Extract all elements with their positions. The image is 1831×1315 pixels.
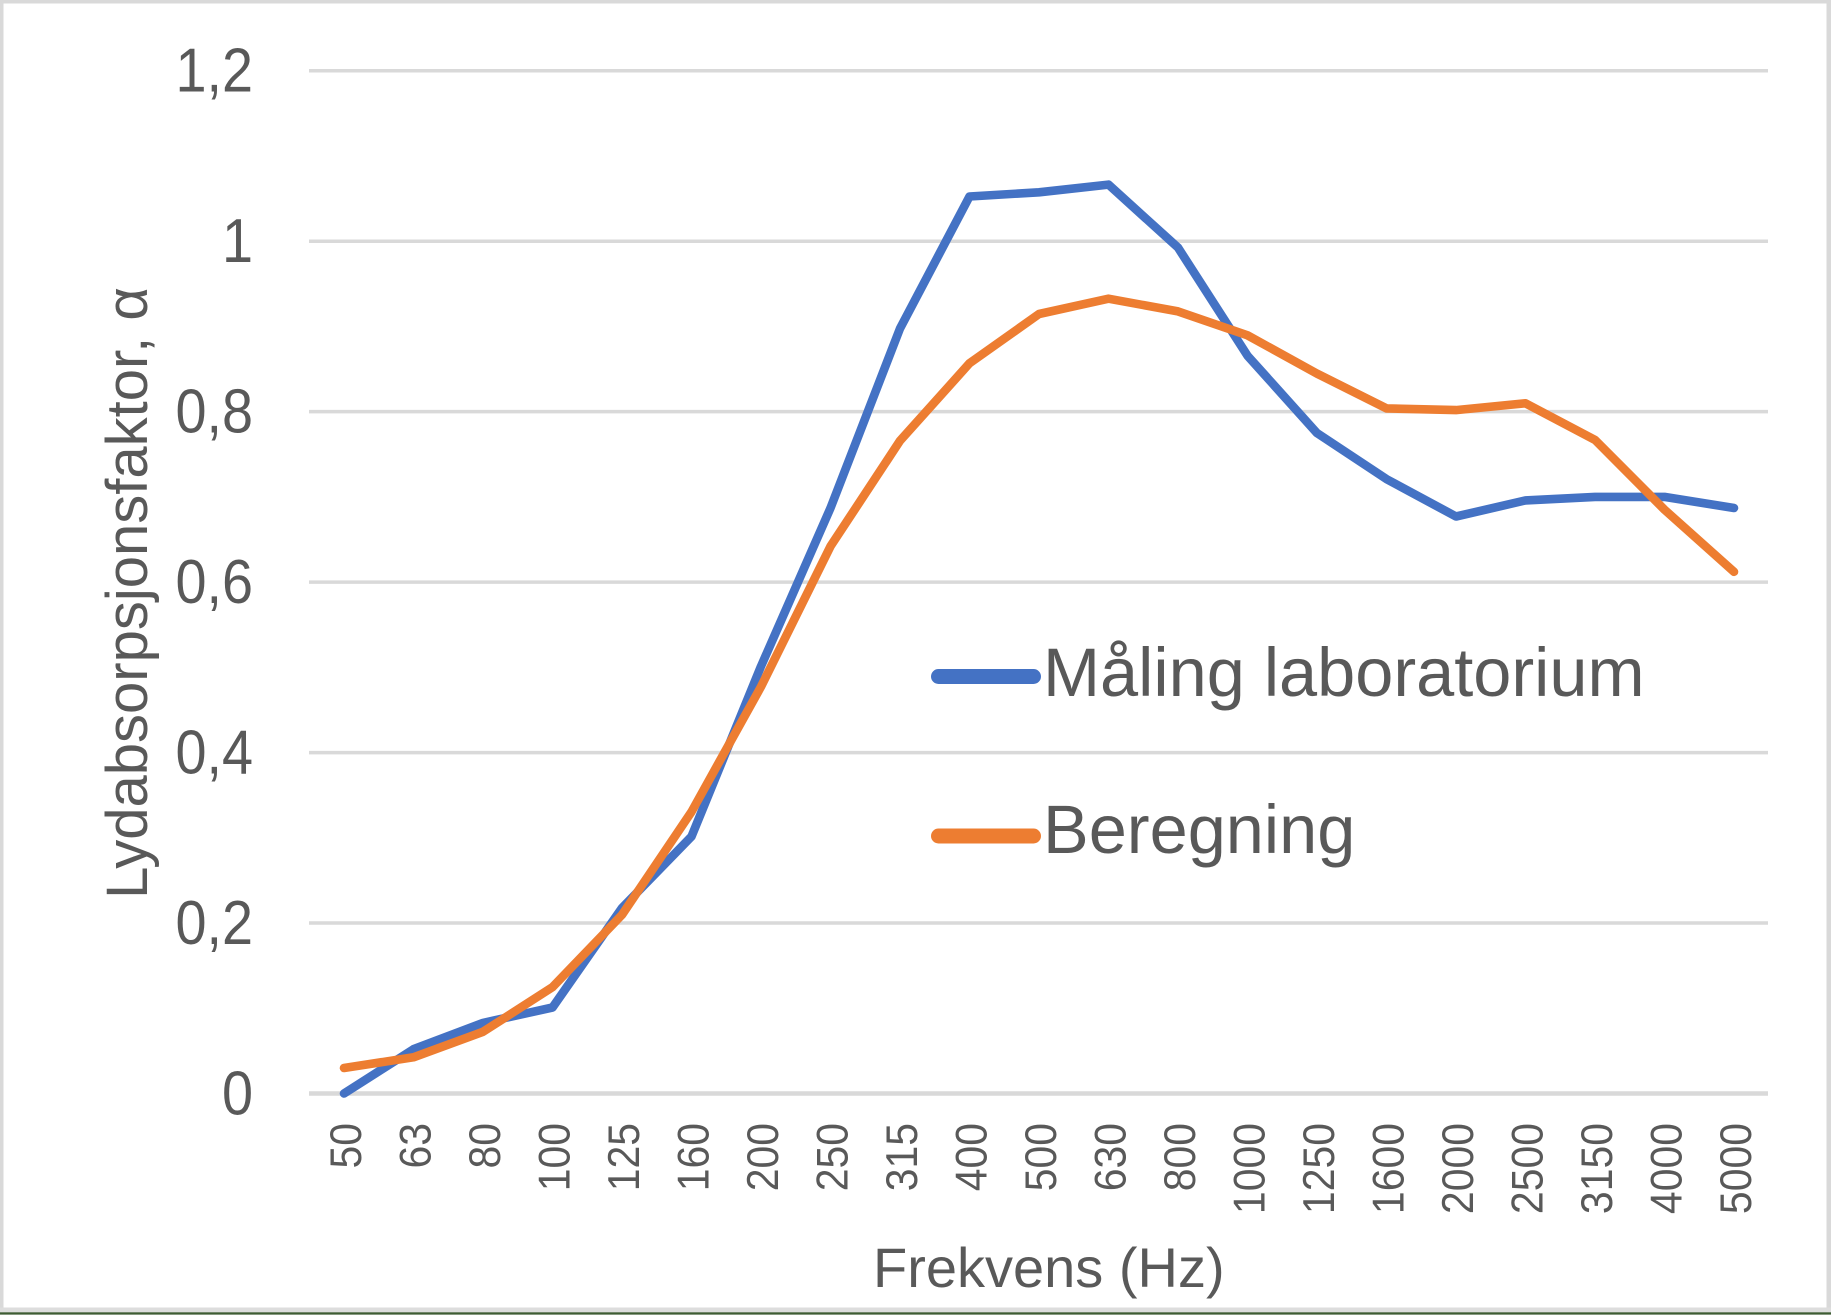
svg-text:5000: 5000 [1711,1123,1761,1214]
svg-text:400: 400 [947,1123,997,1191]
svg-text:0,4: 0,4 [175,719,253,787]
svg-text:3150: 3150 [1572,1123,1622,1214]
svg-text:Lydabsorpsjonsfaktor, α: Lydabsorpsjonsfaktor, α [95,287,160,899]
svg-text:1250: 1250 [1294,1123,1344,1214]
svg-text:250: 250 [808,1123,858,1191]
svg-text:630: 630 [1086,1123,1136,1191]
svg-text:Frekvens (Hz): Frekvens (Hz) [873,1236,1225,1299]
svg-text:0,2: 0,2 [175,889,253,957]
svg-text:0: 0 [222,1060,253,1128]
svg-text:63: 63 [391,1123,441,1169]
svg-text:2500: 2500 [1503,1123,1553,1214]
svg-text:315: 315 [877,1123,927,1191]
svg-text:50: 50 [321,1123,371,1169]
svg-text:4000: 4000 [1642,1123,1692,1214]
svg-text:100: 100 [530,1123,580,1191]
svg-text:1: 1 [222,207,253,275]
svg-text:125: 125 [599,1123,649,1191]
svg-text:500: 500 [1016,1123,1066,1191]
svg-text:1600: 1600 [1364,1123,1414,1214]
svg-text:1,2: 1,2 [175,37,253,105]
svg-text:1000: 1000 [1225,1123,1275,1214]
svg-text:0,6: 0,6 [175,548,253,616]
svg-text:Måling laboratorium: Måling laboratorium [1043,634,1645,711]
svg-text:800: 800 [1155,1123,1205,1191]
svg-text:0,8: 0,8 [175,378,253,446]
svg-text:160: 160 [669,1123,719,1191]
svg-text:200: 200 [738,1123,788,1191]
svg-text:Beregning: Beregning [1043,791,1355,868]
svg-text:2000: 2000 [1433,1123,1483,1214]
svg-text:80: 80 [460,1123,510,1169]
